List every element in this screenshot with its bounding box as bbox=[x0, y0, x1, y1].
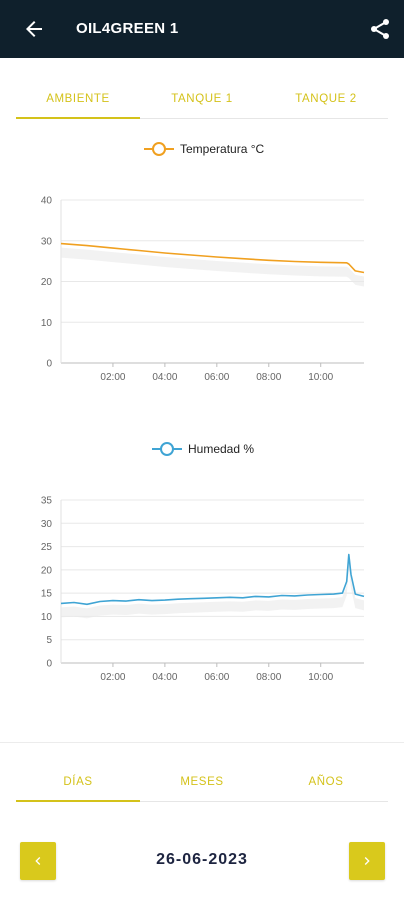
app-bar: OIL4GREEN 1 bbox=[0, 0, 404, 58]
x-tick-label: 04:00 bbox=[152, 372, 177, 383]
range-tab-indicator bbox=[16, 800, 140, 802]
previous-day-button[interactable] bbox=[20, 842, 56, 880]
x-tick-label: 08:00 bbox=[256, 672, 281, 683]
chart-legend-temperature: Temperatura °C bbox=[144, 142, 264, 156]
series-shadow bbox=[61, 558, 364, 619]
chart-legend-humidity: Humedad % bbox=[152, 442, 254, 456]
y-tick-label: 15 bbox=[41, 589, 53, 600]
humidity-chart: 0 5 10 15 20 25 30 35 02:00 04:00 06:00 08:00 10:00 bbox=[41, 496, 365, 683]
x-tick-label: 04:00 bbox=[152, 672, 177, 683]
range-tabs-baseline bbox=[16, 801, 388, 802]
y-tick-label: 30 bbox=[41, 236, 53, 247]
y-tick-label: 40 bbox=[41, 196, 53, 207]
y-tick-label: 25 bbox=[41, 542, 53, 553]
y-tick-label: 20 bbox=[41, 565, 53, 576]
tab-dias[interactable]: DÍAS bbox=[63, 776, 93, 788]
series-line bbox=[60, 242, 365, 274]
chevron-left-icon bbox=[35, 857, 41, 865]
y-tick-label: 10 bbox=[41, 612, 53, 623]
legend-marker-humidity bbox=[152, 442, 182, 456]
series-shadow bbox=[61, 247, 364, 287]
temperature-chart: 0 10 20 30 40 02:00 04:00 06:00 08:00 10:00 bbox=[41, 196, 365, 383]
x-tick-label: 06:00 bbox=[204, 672, 229, 683]
tab-indicator bbox=[16, 117, 140, 119]
y-tick-label: 35 bbox=[41, 496, 53, 507]
tab-tanque-1[interactable]: TANQUE 1 bbox=[171, 93, 233, 105]
sensor-tabs: AMBIENTE TANQUE 1 TANQUE 2 bbox=[0, 79, 404, 119]
y-tick-label: 10 bbox=[41, 318, 53, 329]
next-day-button[interactable] bbox=[349, 842, 385, 880]
section-divider bbox=[0, 742, 404, 743]
y-tick-label: 0 bbox=[46, 659, 52, 670]
y-tick-label: 30 bbox=[41, 519, 53, 530]
legend-marker-temperature bbox=[144, 142, 174, 156]
tab-meses[interactable]: MESES bbox=[180, 776, 224, 788]
y-tick-label: 20 bbox=[41, 277, 53, 288]
current-date: 26-06-2023 bbox=[156, 851, 248, 868]
page-title: OIL4GREEN 1 bbox=[76, 20, 179, 37]
tabs-baseline bbox=[16, 118, 388, 119]
chevron-right-icon bbox=[364, 857, 370, 865]
x-tick-label: 10:00 bbox=[308, 372, 333, 383]
arrow-left-icon[interactable] bbox=[22, 17, 46, 41]
legend-label-temperature: Temperatura °C bbox=[180, 142, 265, 156]
series-line bbox=[60, 553, 365, 606]
range-tabs: DÍAS MESES AÑOS bbox=[0, 762, 404, 802]
tab-ambiente[interactable]: AMBIENTE bbox=[46, 93, 110, 105]
tab-anos[interactable]: AÑOS bbox=[308, 776, 344, 788]
x-tick-label: 10:00 bbox=[308, 672, 333, 683]
tab-tanque-2[interactable]: TANQUE 2 bbox=[295, 93, 357, 105]
y-tick-label: 5 bbox=[46, 635, 52, 646]
x-tick-label: 02:00 bbox=[100, 372, 125, 383]
share-icon[interactable] bbox=[368, 17, 392, 41]
legend-label-humidity: Humedad % bbox=[188, 442, 255, 456]
x-tick-label: 08:00 bbox=[256, 372, 281, 383]
x-tick-label: 02:00 bbox=[100, 672, 125, 683]
x-tick-label: 06:00 bbox=[204, 372, 229, 383]
y-tick-label: 0 bbox=[46, 359, 52, 370]
